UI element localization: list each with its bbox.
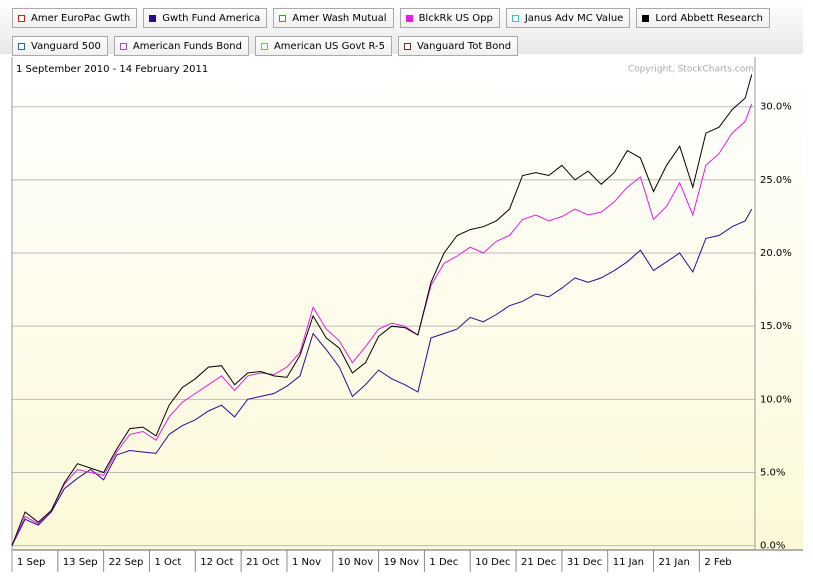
legend-item[interactable]: Vanguard 500 xyxy=(12,36,108,56)
legend-label: American Funds Bond xyxy=(132,40,242,52)
legend-swatch xyxy=(18,14,25,22)
legend-label: Lord Abbett Research xyxy=(655,12,763,24)
axis-area xyxy=(755,57,803,550)
x-tick-label: 10 Nov xyxy=(338,557,374,568)
legend-label: Gwth Fund America xyxy=(162,12,261,24)
legend-swatch xyxy=(511,14,519,22)
legend-swatch xyxy=(119,42,127,50)
legend-label: Vanguard 500 xyxy=(31,40,101,52)
legend-swatch xyxy=(149,14,157,22)
legend-swatch xyxy=(405,14,413,22)
legend-item[interactable]: American US Govt R-5 xyxy=(254,36,392,56)
x-tick-label: 1 Dec xyxy=(429,557,458,568)
y-tick-label: 15.0% xyxy=(760,321,792,332)
legend: Amer EuroPac Gwth Gwth Fund America Amer W… xyxy=(0,0,803,56)
x-tick-label: 31 Dec xyxy=(567,557,602,568)
x-tick-label: 22 Sep xyxy=(109,557,144,568)
x-tick-label: 1 Oct xyxy=(154,557,181,568)
y-tick-label: 30.0% xyxy=(760,102,792,113)
x-tick-label: 13 Sep xyxy=(63,557,98,568)
legend-item[interactable]: BlckRk US Opp xyxy=(399,8,500,28)
x-tick-label: 21 Jan xyxy=(659,557,690,568)
legend-item[interactable]: Vanguard Tot Bond xyxy=(397,36,519,56)
series-line xyxy=(11,208,753,546)
legend-label: Janus Adv MC Value xyxy=(524,12,624,24)
series-line xyxy=(11,103,753,546)
x-tick-label: 1 Sep xyxy=(17,557,45,568)
x-tick-label: 12 Oct xyxy=(200,557,233,568)
legend-item[interactable]: Amer EuroPac Gwth xyxy=(12,8,138,28)
legend-swatch xyxy=(403,42,411,50)
date-range: 1 September 2010 - 14 February 2011 xyxy=(16,64,208,75)
legend-item[interactable]: Janus Adv MC Value xyxy=(505,8,631,28)
legend-item[interactable]: Amer Wash Mutual xyxy=(273,8,394,28)
x-tick-label: 11 Jan xyxy=(613,557,644,568)
legend-label: Vanguard Tot Bond xyxy=(416,40,512,52)
y-tick-label: 10.0% xyxy=(760,394,792,405)
legend-item[interactable]: American Funds Bond xyxy=(113,36,249,56)
legend-item[interactable]: Gwth Fund America xyxy=(143,8,268,28)
legend-item[interactable]: Lord Abbett Research xyxy=(636,8,770,28)
legend-label: Amer Wash Mutual xyxy=(292,12,387,24)
y-tick-label: 0.0% xyxy=(760,541,785,552)
copyright: Copyright, StockCharts.com xyxy=(628,65,754,75)
legend-swatch xyxy=(642,14,650,22)
x-tick-label: 21 Dec xyxy=(521,557,556,568)
series-line xyxy=(11,74,753,546)
legend-label: American US Govt R-5 xyxy=(273,40,385,52)
x-tick-label: 10 Dec xyxy=(475,557,510,568)
legend-swatch xyxy=(279,14,287,22)
x-tick-label: 1 Nov xyxy=(292,557,321,568)
y-tick-label: 5.0% xyxy=(760,467,785,478)
y-tick-label: 25.0% xyxy=(760,175,792,186)
legend-swatch xyxy=(18,42,25,50)
y-tick-label: 20.0% xyxy=(760,248,792,259)
legend-label: BlckRk US Opp xyxy=(418,12,493,24)
plot-area xyxy=(12,57,755,550)
x-tick-label: 21 Oct xyxy=(246,557,279,568)
legend-label: Amer EuroPac Gwth xyxy=(31,12,131,24)
x-tick-label: 2 Feb xyxy=(704,557,731,568)
legend-swatch xyxy=(260,42,268,50)
x-tick-label: 19 Nov xyxy=(384,557,420,568)
